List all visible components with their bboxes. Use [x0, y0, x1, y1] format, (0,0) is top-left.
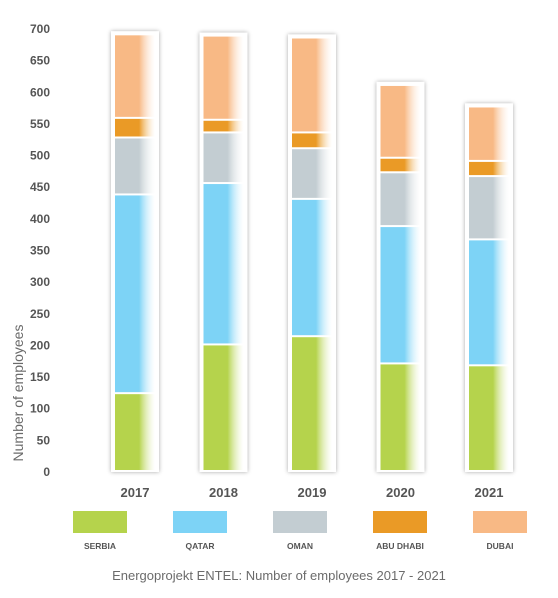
bar-segment: [380, 158, 421, 172]
legend-swatch: [373, 511, 427, 533]
bar-segment: [115, 118, 155, 137]
legend-label: QATAR: [186, 541, 215, 551]
bar-segment: [292, 149, 332, 198]
bar-segment: [292, 133, 332, 148]
y-tick-label: 350: [30, 244, 50, 258]
y-tick-label: 650: [30, 54, 50, 68]
y-tick-label: 250: [30, 307, 50, 321]
y-tick-label: 450: [30, 180, 50, 194]
bar-segment: [469, 240, 509, 365]
bar-segment: [292, 199, 332, 336]
bar-segment: [203, 120, 244, 132]
bar-segment: [203, 345, 244, 470]
x-tick-label: 2020: [386, 485, 415, 500]
bar-segment: [380, 364, 421, 470]
y-tick-label: 300: [30, 275, 50, 289]
y-tick-label: 150: [30, 370, 50, 384]
bar-segment: [203, 133, 244, 183]
bar-segment: [203, 184, 244, 344]
legend-label: DUBAI: [487, 541, 514, 551]
bar-segment: [469, 366, 509, 470]
bar-segment: [380, 227, 421, 363]
chart-caption: Energoprojekt ENTEL: Number of employees…: [112, 568, 446, 583]
y-tick-label: 400: [30, 212, 50, 226]
x-tick-label: 2021: [475, 485, 504, 500]
legend-swatch: [273, 511, 327, 533]
y-tick-label: 500: [30, 149, 50, 163]
bar-segment: [115, 138, 155, 194]
bar-segment: [469, 177, 509, 239]
x-tick-label: 2018: [209, 485, 238, 500]
y-tick-label: 700: [30, 22, 50, 36]
y-axis-label: Number of employees: [10, 324, 26, 462]
y-tick-label: 600: [30, 85, 50, 99]
legend-label: OMAN: [287, 541, 313, 551]
legend-label: ABU DHABI: [376, 541, 424, 551]
bar-segment: [469, 161, 509, 176]
legend-swatch: [473, 511, 527, 533]
y-tick-label: 50: [37, 433, 51, 447]
y-tick-label: 0: [43, 465, 50, 479]
y-tick-label: 550: [30, 117, 50, 131]
bar-segment: [115, 35, 155, 117]
y-tick-label: 100: [30, 402, 50, 416]
bar-segment: [292, 38, 332, 132]
bar-segment: [203, 36, 244, 119]
bar-segment: [380, 173, 421, 226]
bar-segment: [380, 85, 421, 157]
x-tick-label: 2017: [121, 485, 150, 500]
legend-label: SERBIA: [84, 541, 116, 551]
x-tick-label: 2019: [298, 485, 327, 500]
bar-segment: [115, 195, 155, 393]
bar-segment: [115, 394, 155, 470]
legend-swatch: [173, 511, 227, 533]
bar-segment: [469, 107, 509, 160]
y-tick-label: 200: [30, 338, 50, 352]
bar-segment: [292, 337, 332, 470]
legend-swatch: [73, 511, 127, 533]
